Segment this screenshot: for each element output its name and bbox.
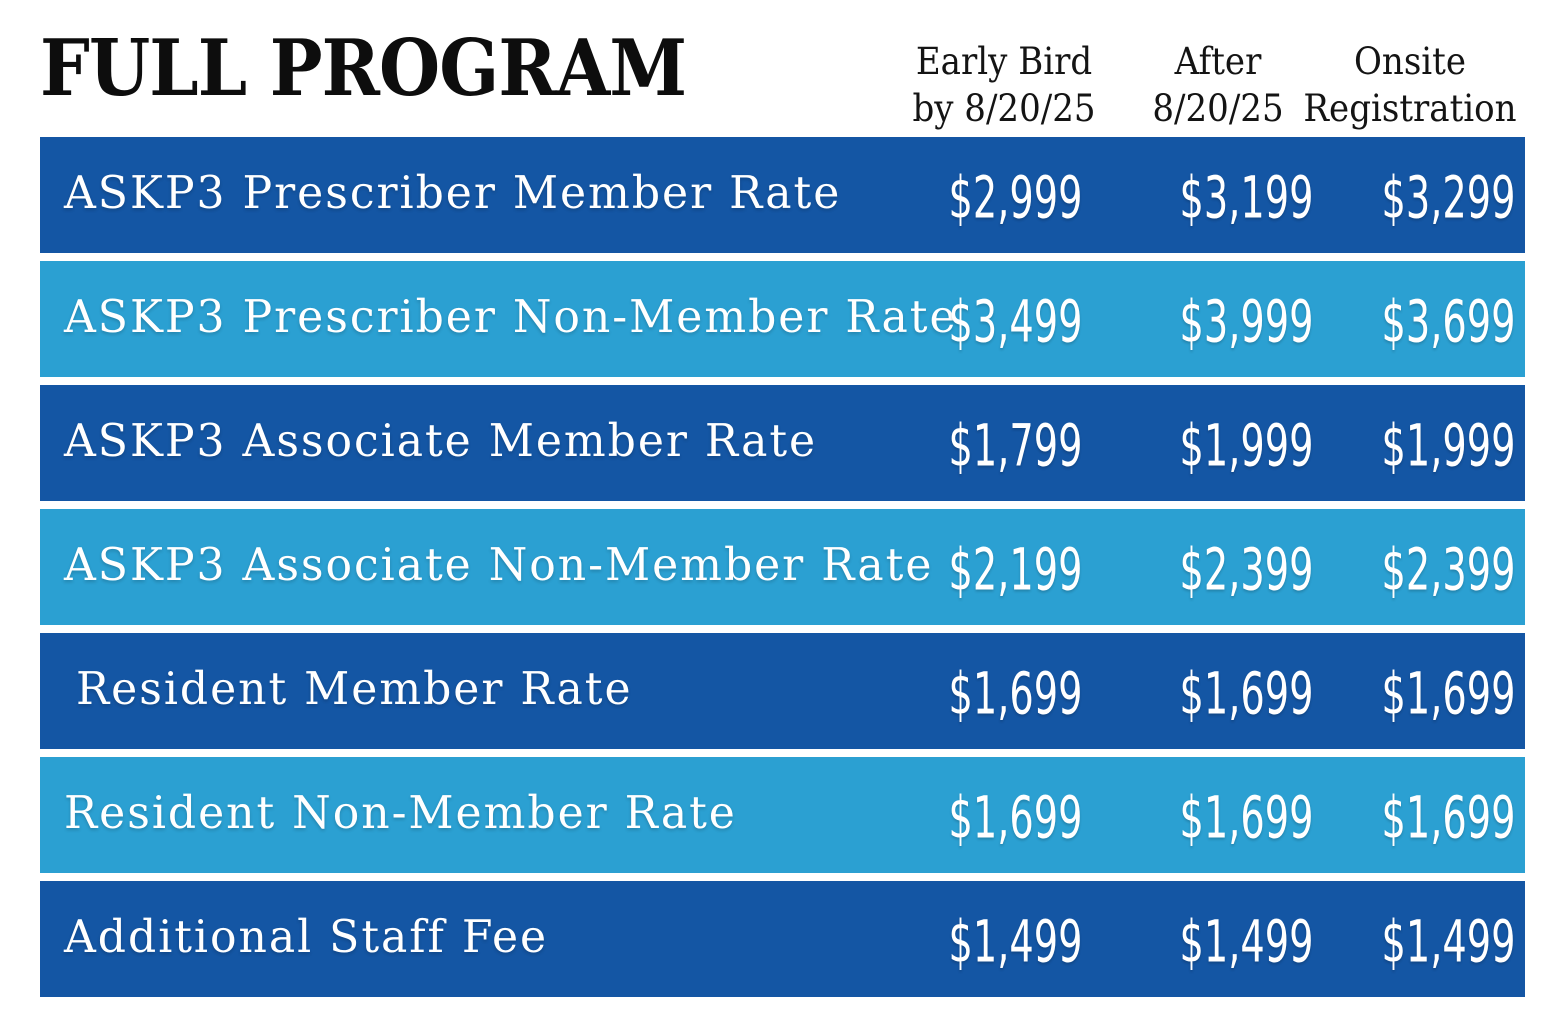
column-header-line2: 8/20/25 xyxy=(1152,87,1284,130)
price-after: $2,399 xyxy=(1179,535,1313,604)
row-label: Resident Member Rate xyxy=(76,661,633,715)
column-header-early-bird: Early Bird by 8/20/25 xyxy=(875,38,1133,132)
row-label: Additional Staff Fee xyxy=(64,909,549,963)
price-after: $3,199 xyxy=(1179,163,1313,232)
row-label: ASKP3 Associate Non-Member Rate xyxy=(64,537,934,591)
row-label: ASKP3 Associate Member Rate xyxy=(64,413,818,467)
column-header-onsite: Onsite Registration xyxy=(1281,38,1539,132)
table-row-resident-member: Resident Member Rate $1,699 $1,699 $1,69… xyxy=(40,633,1525,749)
column-header-line1: Early Bird xyxy=(915,40,1093,83)
table-row-associate-non-member: ASKP3 Associate Non-Member Rate $2,199 $… xyxy=(40,509,1525,625)
price-early-bird: $1,499 xyxy=(948,907,1082,976)
column-header-line1: Onsite xyxy=(1353,40,1467,83)
table-row-resident-non-member: Resident Non-Member Rate $1,699 $1,699 $… xyxy=(40,757,1525,873)
price-early-bird: $1,799 xyxy=(948,411,1082,480)
price-early-bird: $2,199 xyxy=(948,535,1082,604)
price-after: $3,999 xyxy=(1179,287,1313,356)
price-after: $1,699 xyxy=(1179,659,1313,728)
row-label: Resident Non-Member Rate xyxy=(64,785,737,839)
price-onsite: $3,699 xyxy=(1381,287,1515,356)
pricing-table: ASKP3 Prescriber Member Rate $2,999 $3,1… xyxy=(40,137,1525,997)
price-onsite: $2,399 xyxy=(1381,535,1515,604)
price-onsite: $1,699 xyxy=(1381,659,1515,728)
price-early-bird: $3,499 xyxy=(948,287,1082,356)
column-header-after: After 8/20/25 xyxy=(1089,38,1347,132)
price-after: $1,699 xyxy=(1179,783,1313,852)
price-early-bird: $1,699 xyxy=(948,783,1082,852)
table-row-prescriber-member: ASKP3 Prescriber Member Rate $2,999 $3,1… xyxy=(40,137,1525,253)
price-onsite: $3,299 xyxy=(1381,163,1515,232)
table-row-associate-member: ASKP3 Associate Member Rate $1,799 $1,99… xyxy=(40,385,1525,501)
price-after: $1,999 xyxy=(1179,411,1313,480)
price-onsite: $1,999 xyxy=(1381,411,1515,480)
price-after: $1,499 xyxy=(1179,907,1313,976)
column-header-line2: Registration xyxy=(1303,87,1517,130)
price-onsite: $1,699 xyxy=(1381,783,1515,852)
row-label: ASKP3 Prescriber Member Rate xyxy=(64,165,842,219)
column-header-line2: by 8/20/25 xyxy=(912,87,1096,130)
page-title: FULL PROGRAM xyxy=(40,23,687,114)
price-onsite: $1,499 xyxy=(1381,907,1515,976)
row-label: ASKP3 Prescriber Non-Member Rate xyxy=(64,289,958,343)
table-row-prescriber-non-member: ASKP3 Prescriber Non-Member Rate $3,499 … xyxy=(40,261,1525,377)
table-row-additional-staff-fee: Additional Staff Fee $1,499 $1,499 $1,49… xyxy=(40,881,1525,997)
price-early-bird: $2,999 xyxy=(948,163,1082,232)
column-header-line1: After xyxy=(1174,40,1262,83)
price-early-bird: $1,699 xyxy=(948,659,1082,728)
